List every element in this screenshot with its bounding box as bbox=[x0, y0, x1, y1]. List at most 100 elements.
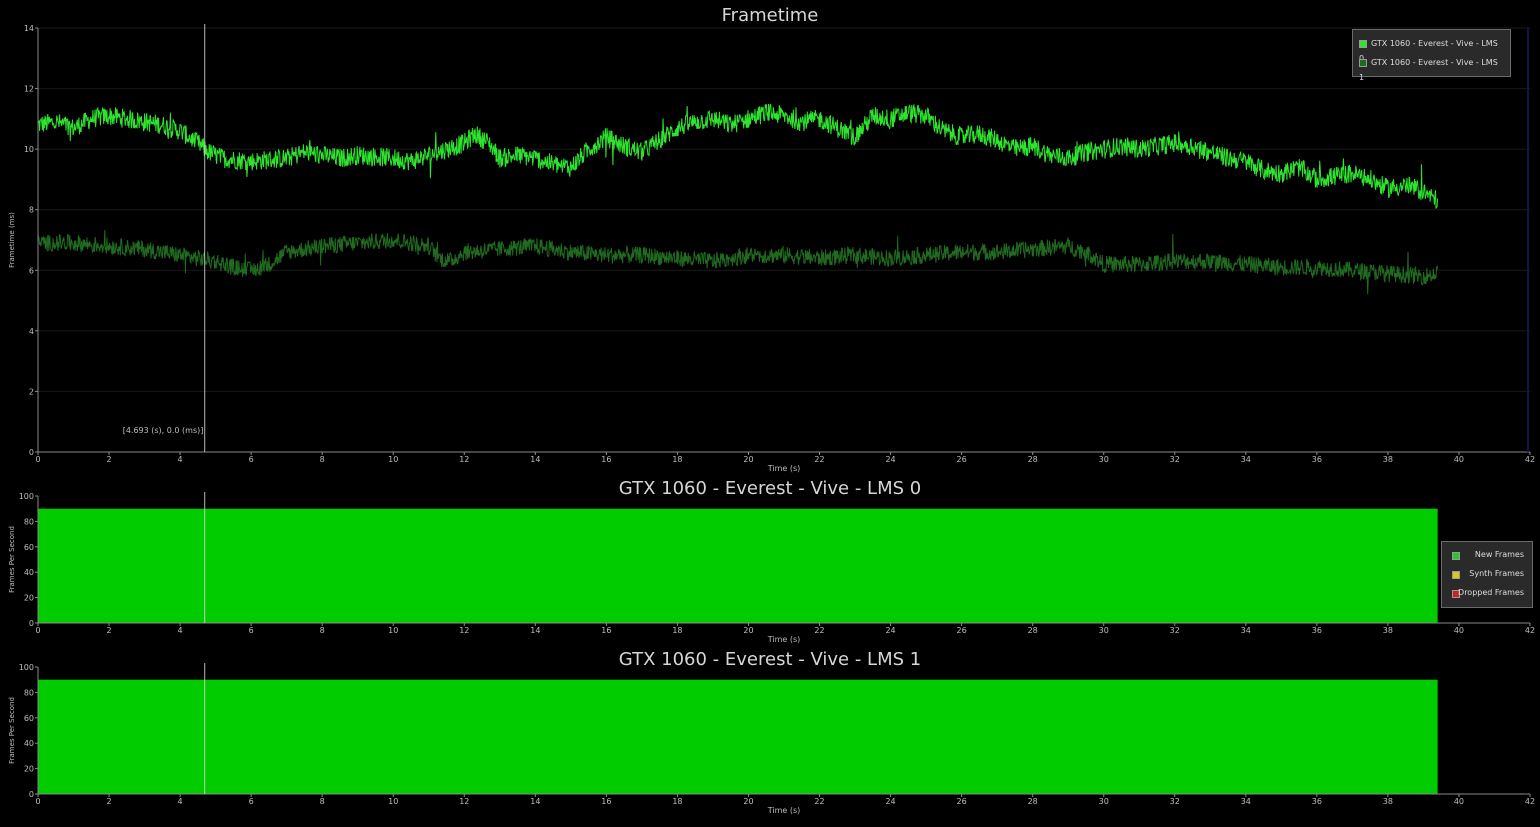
frametime-x-tick-label-1: 2 bbox=[107, 455, 112, 464]
frametime-y-tick-label-5: 10 bbox=[24, 145, 34, 154]
lms1-y-tick-label-1: 20 bbox=[24, 765, 34, 774]
lms0-x-tick-label-20: 40 bbox=[1454, 626, 1464, 635]
lms0-x-tick-label-17: 34 bbox=[1241, 626, 1251, 635]
frametime-x-tick-label-3: 6 bbox=[249, 455, 254, 464]
lms1-x-tick-label-4: 8 bbox=[320, 797, 325, 806]
frametime-x-tick-label-2: 4 bbox=[178, 455, 183, 464]
lms0-y-tick-label-2: 40 bbox=[24, 568, 34, 577]
lms0-x-tick-label-9: 18 bbox=[672, 626, 682, 635]
lms0-x-tick-label-7: 14 bbox=[530, 626, 540, 635]
frametime-x-tick-label-8: 16 bbox=[601, 455, 611, 464]
lms1-y-tick-label-4: 80 bbox=[24, 688, 34, 697]
lms1-x-tick-label-10: 20 bbox=[743, 797, 753, 806]
legend-label-synth-frames: Synth Frames bbox=[1469, 569, 1524, 578]
legend-item-lms0[interactable]: GTX 1060 - Everest - Vive - LMS 0 bbox=[1359, 37, 1504, 63]
lms1-x-tick-label-3: 6 bbox=[249, 797, 254, 806]
lms0-x-tick-label-21: 42 bbox=[1525, 626, 1535, 635]
frametime-series-lms1-line bbox=[37, 229, 1439, 295]
lms1-new-frames-area bbox=[38, 679, 1438, 794]
legend-item-lms1[interactable]: GTX 1060 - Everest - Vive - LMS 1 bbox=[1359, 56, 1504, 82]
legend-swatch-new-frames bbox=[1452, 552, 1460, 560]
legend-label-lms0: GTX 1060 - Everest - Vive - LMS 0 bbox=[1359, 39, 1498, 63]
lms1-x-tick-label-11: 22 bbox=[814, 797, 824, 806]
legend-swatch-lms0 bbox=[1359, 40, 1367, 48]
lms1-x-tick-label-6: 12 bbox=[459, 797, 469, 806]
lms1-x-tick-label-20: 40 bbox=[1454, 797, 1464, 806]
frametime-x-axis-label: Time (s) bbox=[767, 464, 801, 473]
lms1-x-tick-label-8: 16 bbox=[601, 797, 611, 806]
lms1-x-tick-label-7: 14 bbox=[530, 797, 540, 806]
lms1-x-tick-label-9: 18 bbox=[672, 797, 682, 806]
lms0-x-tick-label-5: 10 bbox=[388, 626, 398, 635]
lms0-x-tick-label-0: 0 bbox=[35, 626, 40, 635]
lms0-x-tick-label-4: 8 bbox=[320, 626, 325, 635]
lms0-x-tick-label-8: 16 bbox=[601, 626, 611, 635]
frametime-y-axis-label: Frametime (ms) bbox=[8, 212, 16, 268]
lms0-y-tick-label-4: 80 bbox=[24, 517, 34, 526]
frames-legend[interactable]: New Frames Synth Frames Dropped Frames bbox=[1441, 541, 1533, 608]
lms1-x-tick-label-16: 32 bbox=[1170, 797, 1180, 806]
lms0-chart-title: GTX 1060 - Everest - Vive - LMS 0 bbox=[618, 478, 922, 499]
lms0-y-tick-label-5: 100 bbox=[19, 492, 34, 501]
lms1-y-tick-label-0: 0 bbox=[29, 790, 34, 799]
lms0-x-tick-label-14: 28 bbox=[1028, 626, 1038, 635]
cursor-readout-label: [4.693 (s), 0.0 (ms)] bbox=[123, 426, 204, 435]
frametime-x-tick-label-0: 0 bbox=[35, 455, 40, 464]
legend-swatch-synth-frames bbox=[1452, 571, 1460, 579]
lms0-x-tick-label-6: 12 bbox=[459, 626, 469, 635]
frametime-series-lms0-line bbox=[37, 103, 1439, 209]
frametime-x-tick-label-18: 36 bbox=[1312, 455, 1322, 464]
lms1-y-axis-label: Frames Per Second bbox=[8, 697, 16, 764]
legend-label-lms1: GTX 1060 - Everest - Vive - LMS 1 bbox=[1359, 58, 1498, 82]
lms1-y-tick-label-2: 40 bbox=[24, 739, 34, 748]
lms0-x-tick-label-10: 20 bbox=[743, 626, 753, 635]
frametime-x-tick-label-13: 26 bbox=[957, 455, 967, 464]
frametime-x-tick-label-16: 32 bbox=[1170, 455, 1180, 464]
legend-label-dropped-frames: Dropped Frames bbox=[1458, 588, 1524, 597]
lms1-x-tick-label-17: 34 bbox=[1241, 797, 1251, 806]
lms1-x-tick-label-19: 38 bbox=[1383, 797, 1393, 806]
lms1-x-tick-label-13: 26 bbox=[957, 797, 967, 806]
lms1-chart-title: GTX 1060 - Everest - Vive - LMS 1 bbox=[618, 649, 922, 670]
lms1-x-axis-label: Time (s) bbox=[767, 806, 801, 815]
legend-swatch-dropped-frames bbox=[1452, 590, 1460, 598]
frametime-y-tick-label-3: 6 bbox=[29, 266, 34, 275]
frametime-legend[interactable]: GTX 1060 - Everest - Vive - LMS 0 GTX 10… bbox=[1352, 29, 1511, 82]
lms0-new-frames-area bbox=[38, 508, 1438, 623]
lms1-x-tick-label-12: 24 bbox=[885, 797, 895, 806]
lms1-y-tick-label-5: 100 bbox=[19, 663, 34, 672]
lms1-x-tick-label-18: 36 bbox=[1312, 797, 1322, 806]
lms0-x-tick-label-16: 32 bbox=[1170, 626, 1180, 635]
frametime-x-tick-label-14: 28 bbox=[1028, 455, 1038, 464]
frametime-y-tick-label-0: 0 bbox=[29, 448, 34, 457]
frametime-chart-title: Frametime bbox=[721, 5, 819, 26]
legend-item-synth-frames[interactable]: Synth Frames bbox=[1448, 567, 1526, 581]
frametime-y-tick-label-4: 8 bbox=[29, 206, 34, 215]
lms0-y-tick-label-0: 0 bbox=[29, 619, 34, 628]
legend-item-dropped-frames[interactable]: Dropped Frames bbox=[1448, 586, 1526, 600]
frametime-y-tick-label-2: 4 bbox=[29, 327, 34, 336]
lms1-x-tick-label-1: 2 bbox=[107, 797, 112, 806]
lms0-x-tick-label-1: 2 bbox=[107, 626, 112, 635]
lms0-y-axis-label: Frames Per Second bbox=[8, 526, 16, 593]
frametime-x-tick-label-20: 40 bbox=[1454, 455, 1464, 464]
frametime-x-tick-label-10: 20 bbox=[743, 455, 753, 464]
frametime-x-tick-label-5: 10 bbox=[388, 455, 398, 464]
lms1-x-tick-label-0: 0 bbox=[35, 797, 40, 806]
lms0-y-tick-label-3: 60 bbox=[24, 543, 34, 552]
lms0-x-tick-label-13: 26 bbox=[957, 626, 967, 635]
lms0-x-tick-label-15: 30 bbox=[1099, 626, 1109, 635]
lms0-x-tick-label-11: 22 bbox=[814, 626, 824, 635]
frametime-y-tick-label-1: 2 bbox=[29, 387, 34, 396]
legend-swatch-lms1 bbox=[1359, 59, 1367, 67]
legend-item-new-frames[interactable]: New Frames bbox=[1448, 548, 1526, 562]
frametime-x-tick-label-7: 14 bbox=[530, 455, 540, 464]
frametime-y-tick-label-6: 12 bbox=[24, 85, 34, 94]
lms1-x-tick-label-21: 42 bbox=[1525, 797, 1535, 806]
frametime-x-tick-label-12: 24 bbox=[885, 455, 895, 464]
lms0-x-tick-label-19: 38 bbox=[1383, 626, 1393, 635]
frametime-x-tick-label-19: 38 bbox=[1383, 455, 1393, 464]
lms1-x-tick-label-5: 10 bbox=[388, 797, 398, 806]
frametime-x-tick-label-9: 18 bbox=[672, 455, 682, 464]
